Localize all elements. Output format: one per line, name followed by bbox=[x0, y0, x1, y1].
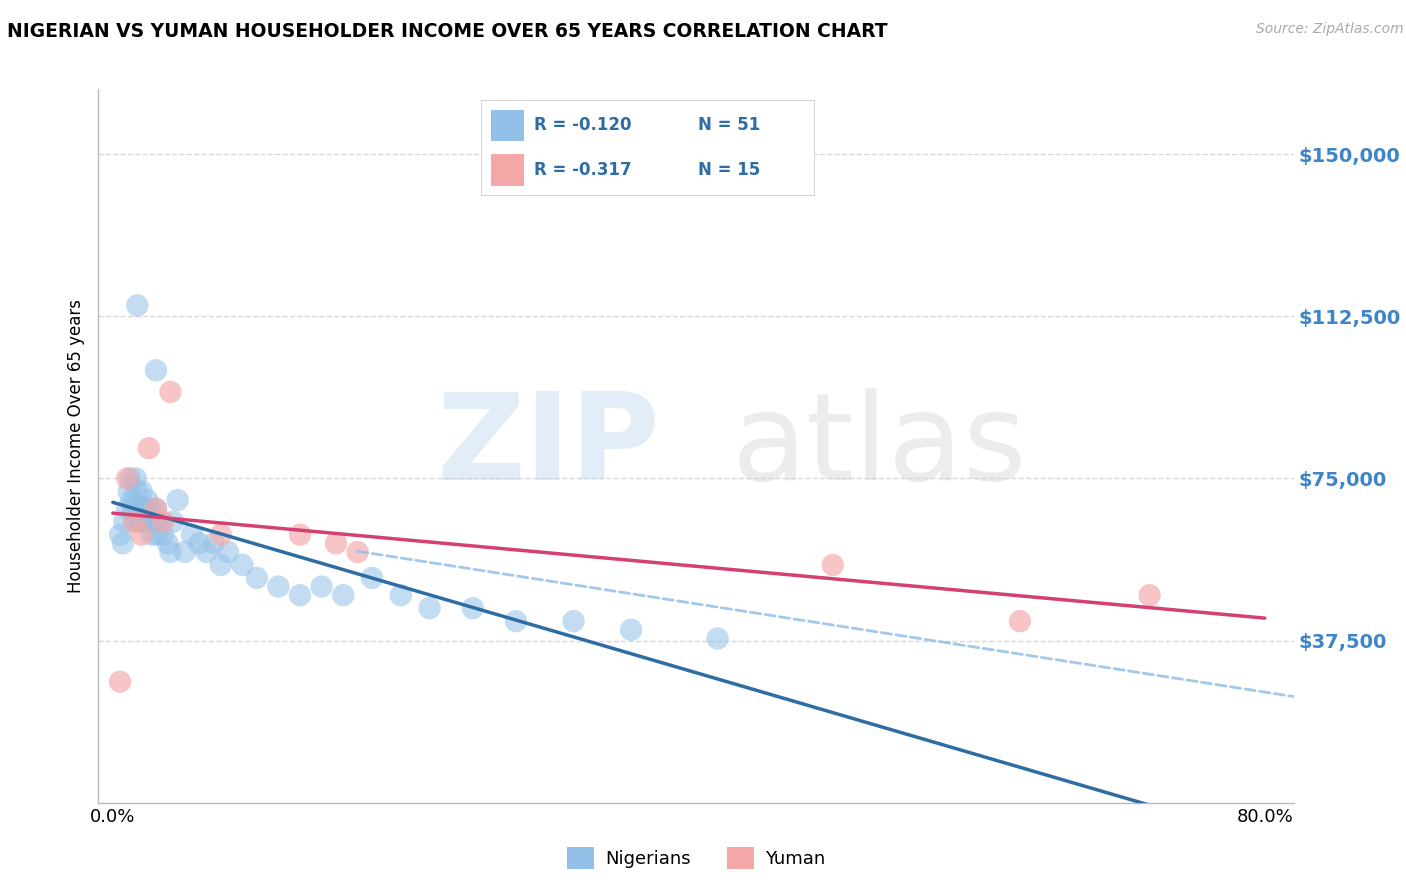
Point bbox=[267, 580, 290, 594]
Point bbox=[159, 384, 181, 399]
Text: ZIP: ZIP bbox=[436, 387, 661, 505]
Point bbox=[121, 493, 143, 508]
Point bbox=[173, 545, 195, 559]
Point bbox=[562, 614, 585, 628]
Point bbox=[361, 571, 384, 585]
Point bbox=[145, 501, 167, 516]
Point bbox=[325, 536, 347, 550]
Point bbox=[149, 515, 172, 529]
Point bbox=[112, 515, 135, 529]
Point bbox=[152, 515, 174, 529]
Point bbox=[821, 558, 844, 572]
Text: atlas: atlas bbox=[733, 387, 1028, 505]
Point bbox=[115, 501, 138, 516]
Legend: Nigerians, Yuman: Nigerians, Yuman bbox=[560, 839, 832, 876]
Point bbox=[127, 484, 149, 499]
Point bbox=[108, 527, 131, 541]
Point bbox=[195, 545, 218, 559]
Point bbox=[209, 558, 232, 572]
Point bbox=[124, 515, 146, 529]
Point bbox=[145, 363, 167, 377]
Point bbox=[162, 515, 184, 529]
Point bbox=[166, 493, 188, 508]
Point bbox=[120, 471, 142, 485]
Point bbox=[142, 515, 165, 529]
Point bbox=[135, 501, 157, 516]
Point bbox=[145, 501, 167, 516]
Point bbox=[288, 588, 311, 602]
Point bbox=[311, 580, 333, 594]
Point bbox=[118, 484, 141, 499]
Point bbox=[111, 536, 134, 550]
Point bbox=[134, 515, 156, 529]
Point bbox=[217, 545, 239, 559]
Point bbox=[125, 471, 148, 485]
Point bbox=[209, 527, 232, 541]
Point bbox=[389, 588, 412, 602]
Point bbox=[332, 588, 354, 602]
Point bbox=[131, 527, 153, 541]
Y-axis label: Householder Income Over 65 years: Householder Income Over 65 years bbox=[66, 299, 84, 593]
Point bbox=[231, 558, 253, 572]
Text: Source: ZipAtlas.com: Source: ZipAtlas.com bbox=[1256, 22, 1403, 37]
Point bbox=[124, 515, 146, 529]
Point bbox=[1008, 614, 1031, 628]
Point bbox=[188, 536, 211, 550]
Point bbox=[152, 527, 174, 541]
Point bbox=[461, 601, 484, 615]
Point bbox=[108, 674, 131, 689]
Point bbox=[346, 545, 368, 559]
Point bbox=[156, 536, 179, 550]
Point bbox=[1139, 588, 1161, 602]
Point bbox=[141, 527, 163, 541]
Point bbox=[128, 501, 150, 516]
Point bbox=[246, 571, 269, 585]
Point bbox=[129, 515, 152, 529]
Point bbox=[505, 614, 527, 628]
Point bbox=[115, 471, 138, 485]
Point bbox=[202, 536, 225, 550]
Point bbox=[288, 527, 311, 541]
Point bbox=[620, 623, 643, 637]
Point bbox=[159, 545, 181, 559]
Point bbox=[138, 515, 160, 529]
Point bbox=[181, 527, 204, 541]
Point bbox=[146, 527, 169, 541]
Point bbox=[706, 632, 728, 646]
Point bbox=[132, 501, 155, 516]
Point bbox=[127, 298, 149, 312]
Point bbox=[139, 501, 162, 516]
Point bbox=[136, 493, 159, 508]
Point bbox=[122, 501, 145, 516]
Text: NIGERIAN VS YUMAN HOUSEHOLDER INCOME OVER 65 YEARS CORRELATION CHART: NIGERIAN VS YUMAN HOUSEHOLDER INCOME OVE… bbox=[7, 22, 887, 41]
Point bbox=[419, 601, 441, 615]
Point bbox=[138, 441, 160, 455]
Point bbox=[131, 484, 153, 499]
